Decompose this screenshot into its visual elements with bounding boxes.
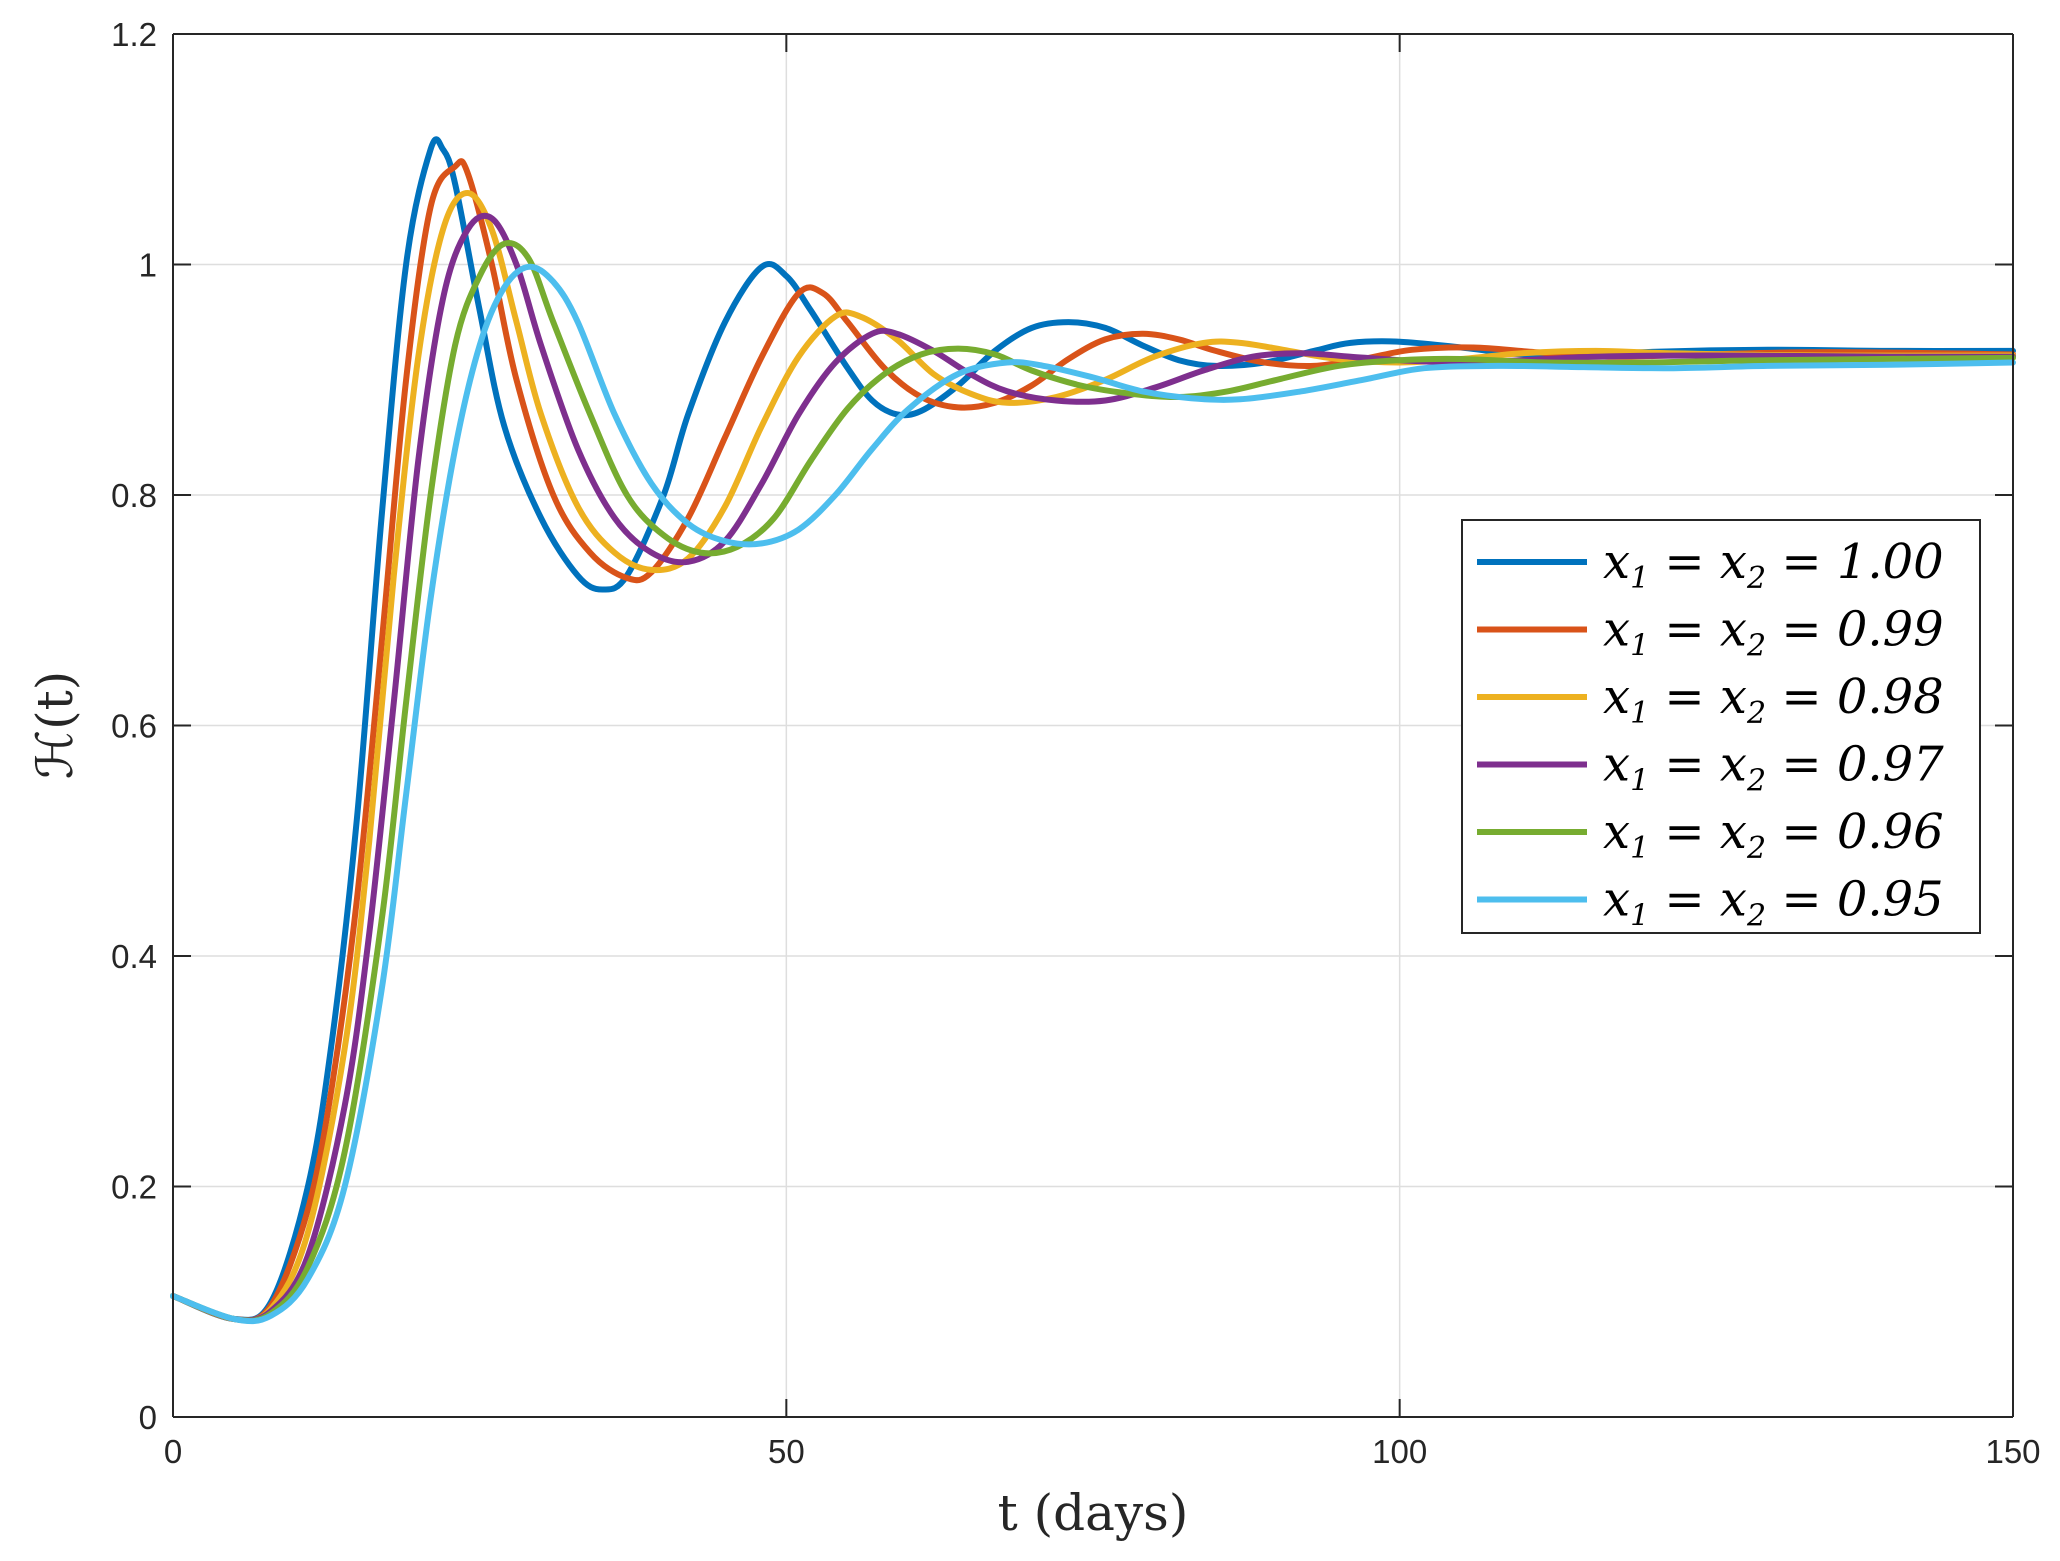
legend-label: x1 = x2 = 1.00 (1603, 534, 1944, 596)
x-axis-label: t (days) (998, 1484, 1189, 1542)
y-tick-label: 0.2 (111, 1169, 157, 1206)
y-tick-label: 0.8 (111, 477, 157, 514)
legend-label: x1 = x2 = 0.97 (1603, 737, 1944, 799)
x-tick-label: 0 (164, 1433, 182, 1470)
legend-label: x1 = x2 = 0.98 (1603, 669, 1944, 731)
y-tick-label: 0.6 (111, 708, 157, 745)
y-tick-label: 1 (139, 247, 157, 284)
y-tick-label: 0 (139, 1399, 157, 1436)
legend-label: x1 = x2 = 0.95 (1603, 872, 1944, 934)
series-line-0-96 (170, 240, 2016, 1324)
x-tick-label: 150 (1985, 1433, 2040, 1470)
tick-labels: 0 50 100 150 0 0.2 0.4 0.6 0.8 1 1.2 (111, 16, 2040, 1470)
y-tick-label: 1.2 (111, 16, 157, 53)
series-line-1-00 (170, 136, 2016, 1323)
y-tick-label: 0.4 (111, 938, 157, 975)
axes-box (172, 33, 2014, 1418)
y-axis-label: ℋ(t) (26, 671, 84, 780)
legend-label: x1 = x2 = 0.99 (1603, 602, 1944, 664)
legend-box (1461, 519, 1981, 934)
x-tick-label: 100 (1372, 1433, 1427, 1470)
series-line-0-95 (170, 263, 2016, 1325)
x-tick-label: 50 (768, 1433, 805, 1470)
legend-label: x1 = x2 = 0.96 (1603, 804, 1944, 866)
series-lines (170, 136, 2016, 1325)
